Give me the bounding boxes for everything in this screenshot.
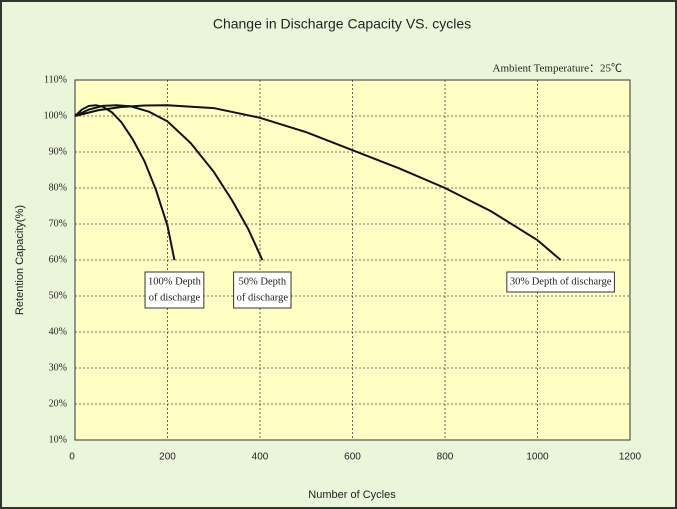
x-tick-label: 1000	[526, 452, 549, 463]
x-tick-label: 1200	[619, 452, 642, 463]
y-tick-label: 40%	[49, 326, 67, 337]
y-tick-label: 60%	[49, 254, 67, 265]
label-box	[233, 271, 292, 309]
y-tick-label: 50%	[49, 290, 67, 301]
series-label-text: 100% Depth	[148, 276, 202, 287]
line-series	[74, 104, 176, 261]
series-label: 30% Depth of discharge	[506, 271, 615, 293]
y-tick-label: 30%	[49, 362, 67, 373]
y-tick-label: 110%	[44, 74, 67, 85]
annotation: Ambient Temperature：25℃	[493, 63, 622, 75]
y-tick-label: 80%	[49, 182, 67, 193]
x-tick-label: 200	[159, 452, 176, 463]
x-tick-label: 800	[437, 452, 454, 463]
label-box	[506, 271, 615, 293]
series-label-text: 30% Depth of discharge	[510, 276, 612, 287]
x-tick-label: 0	[69, 452, 75, 463]
series-label: 50% Depth of discharge	[233, 271, 292, 309]
y-tick-label: 90%	[49, 146, 67, 157]
x-axis-label: Number of Cycles	[308, 489, 396, 501]
x-tick-label: 600	[344, 452, 361, 463]
y-tick-label: 10%	[49, 434, 67, 445]
series-label-text: 50% Depth	[239, 276, 287, 287]
y-tick-label: 20%	[49, 398, 67, 409]
plot-border	[74, 79, 631, 441]
x-tick-label: 400	[252, 452, 269, 463]
chart-title: Change in Discharge Capacity VS. cycles	[213, 16, 471, 32]
y-axis-label: Retention Capacity(%)	[14, 205, 26, 315]
y-tick-label: 100%	[44, 110, 67, 121]
series-label: 100% Depth of discharge	[144, 271, 205, 309]
series-label-text: of discharge	[149, 292, 201, 303]
line-series	[74, 104, 264, 261]
y-tick-label: 70%	[49, 218, 67, 229]
series-label-text: of discharge	[237, 292, 289, 303]
label-box	[144, 271, 205, 309]
line-series	[74, 104, 562, 261]
